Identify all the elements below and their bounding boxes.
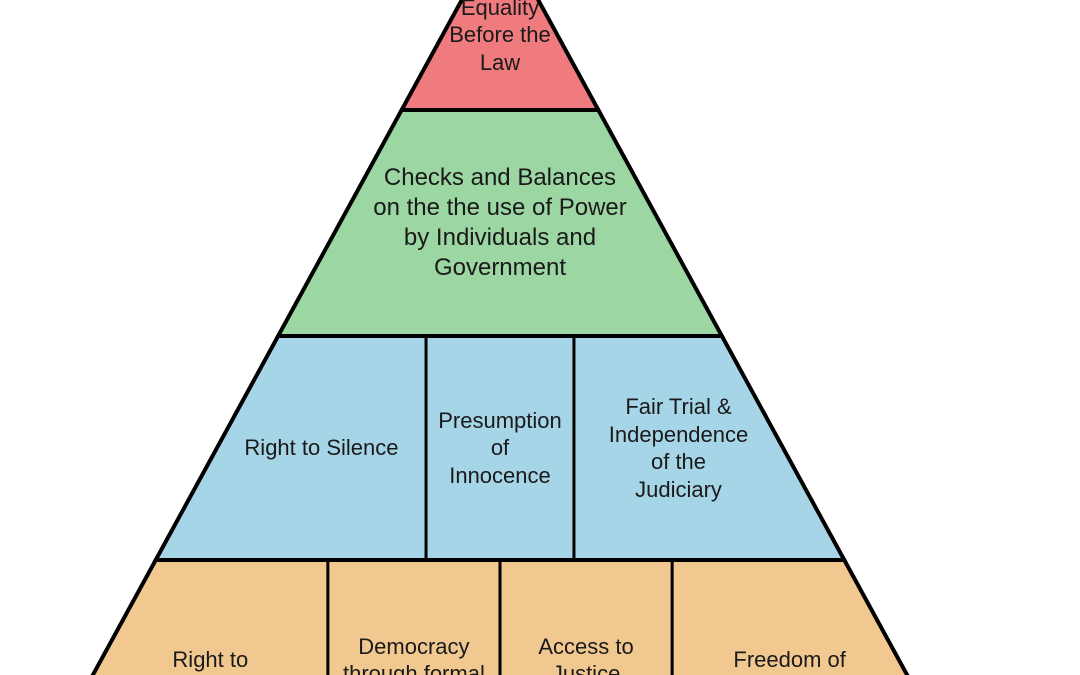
pyramid-cell-label: Presumption of Innocence xyxy=(434,346,566,550)
pyramid-cell-label: Fair Trial & Independence of the Judicia… xyxy=(582,346,775,550)
pyramid-cell-label: Right to Silence xyxy=(225,346,418,550)
pyramid-cell-label: Equality Before the Law xyxy=(410,0,591,90)
pyramid-svg xyxy=(0,0,1080,675)
pyramid-cell-label: Democracy through formal xyxy=(336,600,492,675)
pyramid-cell-label: Right to xyxy=(101,600,320,675)
pyramid-cell-label: Checks and Balances on the the use of Po… xyxy=(348,120,652,326)
pyramid-cell-label: Access to Justice xyxy=(508,600,664,675)
pyramid-cell-label: Freedom of xyxy=(680,600,899,675)
pyramid-diagram: Equality Before the Law Checks and Balanc… xyxy=(0,0,1080,675)
